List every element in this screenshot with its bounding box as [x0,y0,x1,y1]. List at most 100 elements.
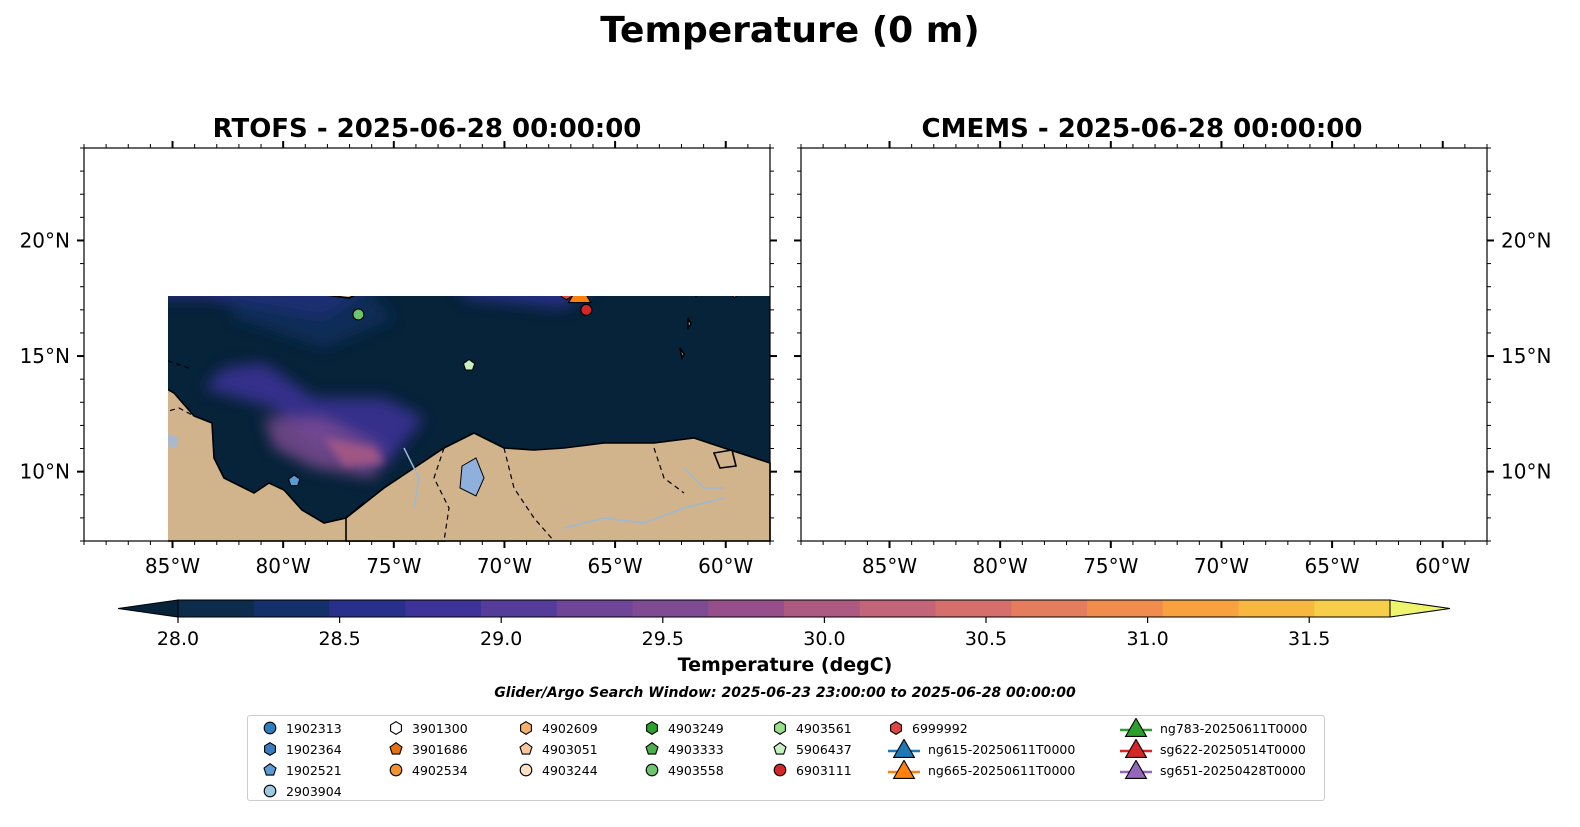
country-borders [851,253,1401,541]
marker-1902521 [287,474,301,487]
legend-marker [519,742,533,755]
legend-label: ng783-20250611T0000 [1160,720,1308,736]
legend: 1902313 1902364 1902521 2903904 3901300 39016… [247,715,1325,801]
marker-3901300 [798,457,808,469]
search-window-caption: Glider/Argo Search Window: 2025-06-23 23… [494,685,1076,701]
argo-float-icon [520,721,532,735]
colorbar-segment [935,600,1012,617]
argo-float-icon [890,721,902,735]
colorbar-tick-label: 29.5 [642,628,684,650]
legend-label: 1902313 [286,720,342,736]
colorbar-segment [632,600,709,617]
legend-label: sg651-20250428T0000 [1160,762,1306,778]
marker-6903111 [1298,304,1309,315]
marker-ng665-20250611T0000 [1286,283,1308,302]
legend-item: 4902534 [386,760,468,780]
argo-float-icon [263,784,277,798]
legend-label: 2903904 [286,783,342,799]
lat-tick-label: 15°N [1501,344,1551,368]
marker-ng665-20250611T0000 [567,296,592,304]
marker-1902521 [1006,475,1017,486]
temperature-field [801,158,1487,533]
legend-marker [263,784,277,798]
trinidad-land [1431,450,1453,468]
colorbar-segment [253,600,330,617]
landmass [168,173,771,542]
lake-maracaibo [459,457,485,497]
legend-marker [645,742,659,755]
lake-nicaragua [168,433,179,448]
argo-float-icon [390,721,402,735]
panel-title: RTOFS - 2025-06-28 00:00:00 [213,114,642,144]
glider-track-icon [888,739,920,758]
legend-item: 2903904 [260,781,342,801]
lon-tick-label: 60°W [1415,554,1470,578]
colorbar: 28.0 28.5 29.0 29.5 30.0 30.5 31.0 31.5 Tempera… [117,599,1451,676]
cuba-land [170,173,354,248]
legend-label: 4903051 [542,741,598,757]
map-panel-rtofs: RTOFS - 2025-06-28 00:00:00 [20,114,777,578]
marker-4903051 [758,260,769,271]
colorbar-segment [784,600,861,617]
marker-4902534 [1293,265,1304,276]
rivers [1121,448,1441,528]
lon-tick-label: 75°W [1083,554,1138,578]
hispaniola-land [429,243,529,288]
legend-label: ng665-20250611T0000 [928,762,1076,778]
colorbar-tick-label: 28.5 [318,628,360,650]
marker-sg651-20250428T0000 [872,221,894,240]
lat-tick-label: 20°N [20,228,70,252]
legend-marker [263,721,277,735]
legend-item: 6903111 [770,760,852,780]
legend-item: 4903249 [642,718,724,738]
observation-markers [287,186,769,487]
legend-marker [390,721,402,735]
marker-ng783-20250611T0000 [1268,258,1290,277]
marker-4903558 [1070,309,1081,320]
argo-float-icon [389,763,403,777]
argo-float-icon [646,721,658,735]
marker-6903111 [580,303,593,316]
legend-label: 6999992 [912,720,968,736]
colorbar-extend-low [117,599,179,618]
marker-3901686 [1415,181,1426,192]
lesser-antilles-land [679,296,698,361]
legend-item: ng615-20250611T0000 [886,739,1075,759]
lon-tick-label: 65°W [587,554,642,578]
colorbar-tick-label: 31.0 [1126,628,1168,650]
lat-axis: 10°N 15°N 20°N [20,147,777,542]
legend-marker [646,721,658,735]
observation-markers [798,165,1486,486]
legend-label: 4902609 [542,720,598,736]
legend-item: 1902313 [260,718,342,738]
legend-item: 4903244 [516,760,598,780]
legend-marker [519,763,533,777]
marker-6999992 [1278,288,1288,300]
lon-axis: 85°W 80°W 75°W 70°W 65°W 60°W [800,141,1488,578]
map-frame [800,147,1488,542]
lon-tick-label: 75°W [366,554,421,578]
legend-marker [892,760,916,779]
argo-float-icon [645,763,659,777]
puerto-rico-land [1289,282,1319,292]
argo-float-icon [773,742,787,755]
legend-marker [389,742,403,755]
lat-tick-label: 10°N [20,460,70,484]
legend-label: 4903249 [668,720,724,736]
legend-item: 4903051 [516,739,598,759]
no-data-band [801,148,1487,162]
legend-item: 3901300 [386,718,468,738]
legend-marker [1124,739,1148,758]
legend-item: sg651-20250428T0000 [1118,760,1306,780]
marker-4903333 [654,186,665,197]
lesser-antilles-land [1397,288,1416,358]
map-frame [83,147,771,542]
trinidad-land [712,449,737,469]
legend-item: 4903558 [642,760,724,780]
argo-float-icon [519,742,533,755]
lon-tick-label: 70°W [477,554,532,578]
legend-marker [773,763,787,777]
lake-nicaragua [871,428,896,448]
mexico-yucatan-land [801,210,853,338]
legend-item: 3901686 [386,739,468,759]
